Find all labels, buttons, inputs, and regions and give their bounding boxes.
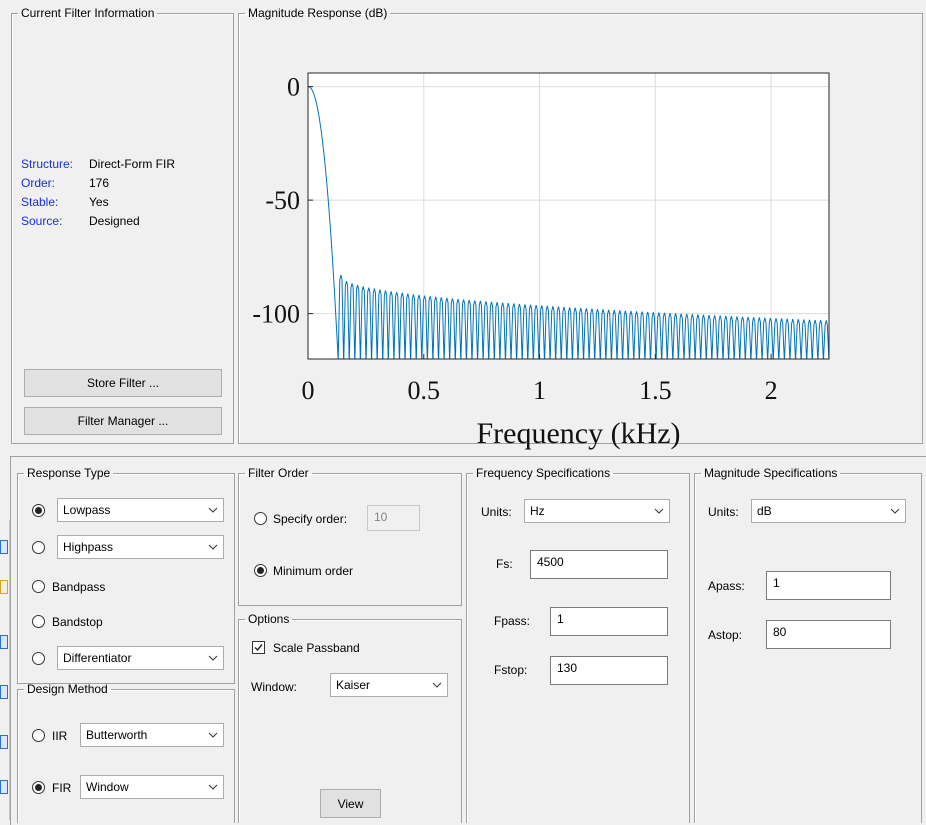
filter-info-list: Structure: Direct-Form FIR Order: 176 Stab… — [21, 155, 175, 231]
y-tick-label: -50 — [265, 186, 300, 215]
freq-units-dropdown[interactable]: Hz — [524, 499, 670, 523]
window-dropdown-value: Kaiser — [336, 678, 370, 692]
y-tick-label: -100 — [252, 300, 300, 329]
chevron-down-icon — [885, 500, 905, 522]
chevron-down-icon — [203, 499, 223, 521]
info-value: 176 — [89, 176, 109, 190]
info-value: Designed — [89, 214, 140, 228]
differentiator-dropdown[interactable]: Differentiator — [57, 646, 224, 670]
mag-units-dropdown[interactable]: dB — [751, 499, 906, 523]
chevron-down-icon — [203, 536, 223, 558]
tool-icon[interactable] — [0, 580, 8, 594]
iir-method-value: Butterworth — [86, 728, 147, 742]
design-method-panel: Design Method — [17, 682, 235, 823]
magnitude-response-chart: 0 0.5 1 1.5 2 0 -50 -100 Frequency (kHz) — [239, 30, 920, 450]
fir-method-value: Window — [86, 780, 129, 794]
minimum-order-label[interactable]: Minimum order — [273, 564, 353, 578]
tool-icon[interactable] — [0, 540, 8, 554]
bandpass-label[interactable]: Bandpass — [52, 580, 105, 594]
info-key: Structure: — [21, 155, 89, 174]
filter-info-row: Stable: Yes — [21, 193, 175, 212]
filter-info-row: Source: Designed — [21, 212, 175, 231]
specify-order-radio[interactable] — [254, 512, 267, 525]
magnitude-spec-title: Magnitude Specifications — [701, 466, 840, 480]
x-tick-label: 2 — [765, 376, 778, 405]
chevron-down-icon — [649, 500, 669, 522]
filter-manager-button[interactable]: Filter Manager ... — [24, 407, 222, 435]
apass-input[interactable]: 1 — [766, 571, 891, 600]
magnitude-response-title: Magnitude Response (dB) — [245, 6, 390, 20]
filter-order-panel: Filter Order — [238, 466, 462, 606]
info-value: Direct-Form FIR — [89, 157, 175, 171]
iir-radio[interactable] — [32, 729, 45, 742]
x-tick-label: 1.5 — [639, 376, 672, 405]
design-method-title: Design Method — [24, 682, 111, 696]
lowpass-dropdown[interactable]: Lowpass — [57, 498, 224, 522]
minimum-order-radio[interactable] — [254, 564, 267, 577]
fpass-label: Fpass: — [494, 614, 530, 628]
filter-info-row: Structure: Direct-Form FIR — [21, 155, 175, 174]
window-dropdown[interactable]: Kaiser — [330, 673, 448, 697]
iir-method-dropdown[interactable]: Butterworth — [80, 723, 224, 747]
frequency-spec-title: Frequency Specifications — [473, 466, 613, 480]
differentiator-dropdown-value: Differentiator — [63, 651, 131, 665]
tool-icon[interactable] — [0, 780, 8, 794]
chevron-down-icon — [203, 647, 223, 669]
fir-radio[interactable] — [32, 781, 45, 794]
left-toolbar-strip — [0, 520, 10, 820]
info-key: Order: — [21, 174, 89, 193]
apass-label: Apass: — [708, 579, 745, 593]
options-title: Options — [245, 612, 292, 626]
highpass-radio[interactable] — [32, 541, 45, 554]
highpass-dropdown[interactable]: Highpass — [57, 535, 224, 559]
x-tick-label: 1 — [533, 376, 546, 405]
filter-order-title: Filter Order — [245, 466, 312, 480]
response-type-title: Response Type — [24, 466, 113, 480]
lowpass-dropdown-value: Lowpass — [63, 503, 110, 517]
scale-passband-checkbox[interactable] — [252, 641, 265, 654]
lowpass-radio[interactable] — [32, 504, 45, 517]
current-filter-title: Current Filter Information — [18, 6, 157, 20]
chevron-down-icon — [203, 724, 223, 746]
info-value: Yes — [89, 195, 109, 209]
y-tick-label: 0 — [287, 73, 300, 102]
fpass-input[interactable]: 1 — [550, 607, 668, 636]
freq-units-label: Units: — [481, 505, 512, 519]
x-tick-label: 0 — [302, 376, 315, 405]
specify-order-label[interactable]: Specify order: — [273, 512, 347, 526]
chevron-down-icon — [427, 674, 447, 696]
mag-units-label: Units: — [708, 505, 739, 519]
bandstop-radio[interactable] — [32, 615, 45, 628]
astop-label: Astop: — [708, 628, 742, 642]
bandpass-radio[interactable] — [32, 580, 45, 593]
store-filter-button[interactable]: Store Filter ... — [24, 369, 222, 397]
iir-label[interactable]: IIR — [52, 729, 67, 743]
specify-order-input: 10 — [367, 505, 420, 531]
fir-method-dropdown[interactable]: Window — [80, 775, 224, 799]
scale-passband-label[interactable]: Scale Passband — [273, 641, 360, 655]
x-axis-label: Frequency (kHz) — [476, 417, 680, 450]
view-button[interactable]: View — [320, 789, 381, 818]
fir-label[interactable]: FIR — [52, 781, 71, 795]
differentiator-radio[interactable] — [32, 652, 45, 665]
x-tick-label: 0.5 — [408, 376, 441, 405]
tool-icon[interactable] — [0, 635, 8, 649]
freq-units-value: Hz — [530, 504, 545, 518]
tool-icon[interactable] — [0, 685, 8, 699]
window-label: Window: — [251, 680, 297, 694]
checkmark-icon — [253, 642, 264, 653]
filter-info-row: Order: 176 — [21, 174, 175, 193]
highpass-dropdown-value: Highpass — [63, 540, 113, 554]
info-key: Stable: — [21, 193, 89, 212]
tool-icon[interactable] — [0, 735, 8, 749]
astop-input[interactable]: 80 — [766, 620, 891, 649]
bandstop-label[interactable]: Bandstop — [52, 615, 103, 629]
chevron-down-icon — [203, 776, 223, 798]
info-key: Source: — [21, 212, 89, 231]
fstop-input[interactable]: 130 — [550, 656, 668, 685]
mag-units-value: dB — [757, 504, 772, 518]
fs-label: Fs: — [496, 557, 513, 571]
fstop-label: Fstop: — [494, 663, 527, 677]
fs-input[interactable]: 4500 — [530, 550, 668, 579]
